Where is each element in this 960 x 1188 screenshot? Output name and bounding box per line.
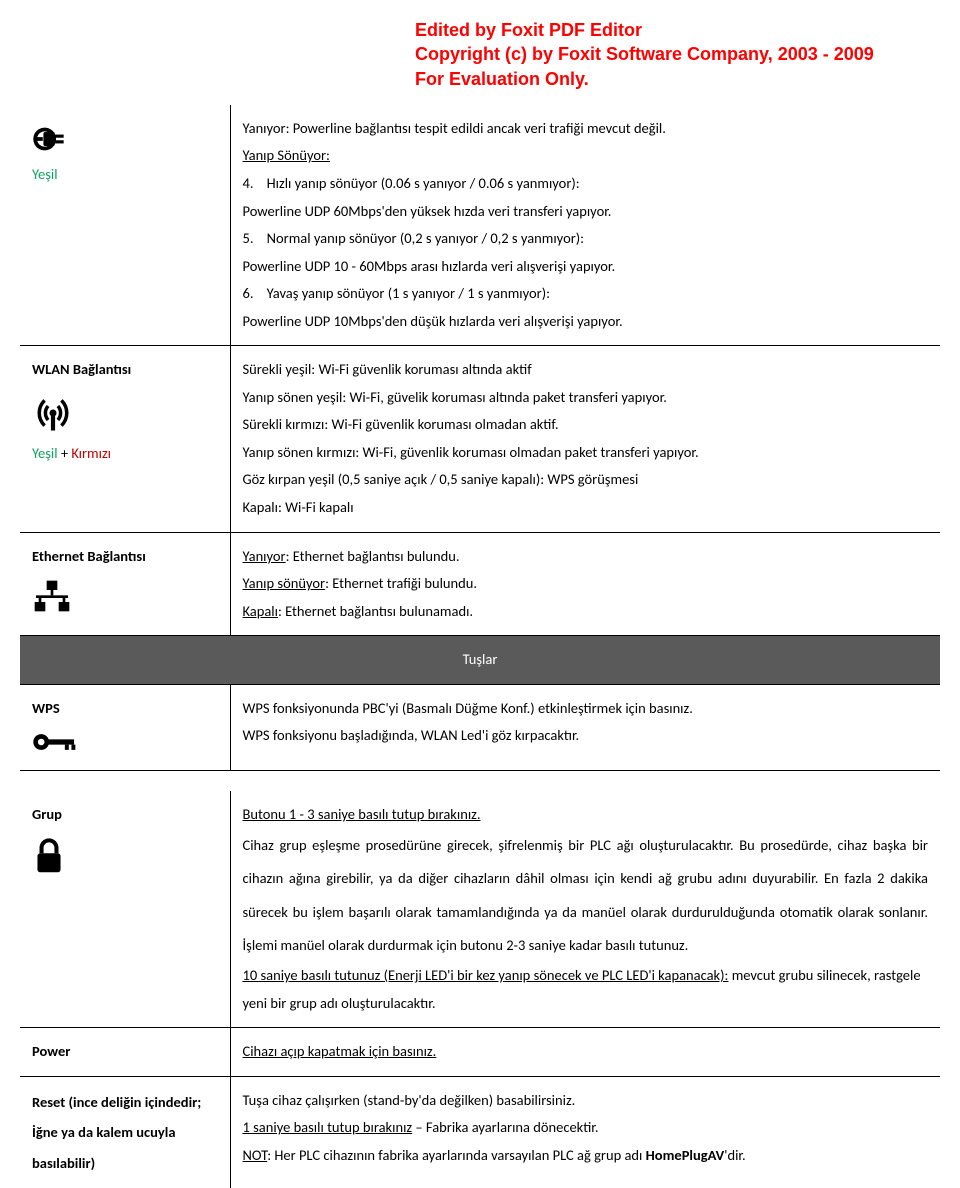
eth-r1: Yanıyor: Ethernet bağlantısı bulundu. — [243, 543, 929, 571]
eth-r2: Yanıp sönüyor: Ethernet trafiği bulundu. — [243, 570, 929, 598]
pl-text8: Powerline UDP 10Mbps'den düşük hızlarda … — [243, 308, 929, 336]
watermark-line3: For Evaluation Only. — [415, 67, 960, 91]
section-header-label: Tuşlar — [20, 636, 940, 685]
pl-text7: Yavaş yanıp sönüyor (1 s yanıyor / 1 s y… — [267, 284, 550, 302]
row-grup: Grup Butonu 1 - 3 saniye basılı tutup bı… — [20, 791, 940, 1028]
key-icon — [32, 730, 218, 754]
row-powerline: Yeşil Yanıyor: Powerline bağlantısı tesp… — [20, 105, 940, 346]
wlan-r6: Kapalı: Wi-Fi kapalı — [243, 494, 929, 522]
pl-num5: 5. — [243, 229, 254, 247]
pl-text6: Powerline UDP 10 - 60Mbps arası hızlarda… — [243, 253, 929, 281]
wlan-color-label: Yeşil + Kırmızı — [32, 440, 218, 468]
wlan-title: WLAN Bağlantısı — [32, 356, 218, 384]
pl-text3: Hızlı yanıp sönüyor (0.06 s yanıyor / 0.… — [267, 174, 580, 192]
wlan-r5: Göz kırpan yeşil (0,5 saniye açık / 0,5 … — [243, 466, 929, 494]
spacer — [20, 771, 940, 792]
wlan-r3: Sürekli kırmızı: Wi-Fi güvenlik koruması… — [243, 411, 929, 439]
watermark-line2: Copyright (c) by Foxit Software Company,… — [415, 42, 960, 66]
watermark-line1: Edited by Foxit PDF Editor — [415, 18, 960, 42]
reset-title: Reset (ince deliğin içindedir; İğne ya d… — [32, 1087, 218, 1178]
pl-num6: 6. — [243, 284, 254, 302]
wps-title: WPS — [32, 695, 218, 723]
row-reset: Reset (ince deliğin içindedir; İğne ya d… — [20, 1076, 940, 1188]
pl-text4: Powerline UDP 60Mbps'den yüksek hızda ve… — [243, 198, 929, 226]
label-yesil: Yeşil — [32, 161, 218, 189]
pl-text5: Normal yanıp sönüyor (0,2 s yanıyor / 0,… — [267, 229, 584, 247]
grup-r2: Cihaz grup eşleşme prosedürüne girecek, … — [243, 829, 929, 962]
grup-r1: Butonu 1 - 3 saniye basılı tutup bırakın… — [243, 805, 481, 823]
pl-text2: Yanıp Sönüyor: — [243, 146, 330, 164]
reset-r2: 1 saniye basılı tutup bırakınız – Fabrik… — [243, 1114, 929, 1142]
row-ethernet: Ethernet Bağlantısı Yanıyor: Ethernet ba… — [20, 532, 940, 636]
plug-icon — [32, 123, 218, 155]
row-wlan: WLAN Bağlantısı Yeşil + Kırmızı Sürekli … — [20, 346, 940, 532]
eth-title: Ethernet Bağlantısı — [32, 543, 218, 571]
pl-num4: 4. — [243, 174, 254, 192]
section-header-buttons: Tuşlar — [20, 636, 940, 685]
eth-r3: Kapalı: Ethernet bağlantısı bulunamadı. — [243, 598, 929, 626]
wlan-r2: Yanıp sönen yeşil: Wi-Fi, güvelik koruma… — [243, 384, 929, 412]
spec-table: Yeşil Yanıyor: Powerline bağlantısı tesp… — [20, 105, 940, 1188]
row-wps: WPS WPS fonksiyonunda PBC'yi (Basmalı Dü… — [20, 684, 940, 771]
power-title: Power — [32, 1038, 218, 1066]
wlan-r4: Yanıp sönen kırmızı: Wi-Fi, güvenlik kor… — [243, 439, 929, 467]
watermark: Edited by Foxit PDF Editor Copyright (c)… — [415, 18, 960, 91]
wifi-icon — [32, 392, 218, 434]
ethernet-icon — [32, 578, 218, 614]
wlan-r1: Sürekli yeşil: Wi-Fi güvenlik koruması a… — [243, 356, 929, 384]
grup-r3: 10 saniye basılı tutunuz (Enerji LED'i b… — [243, 962, 929, 1017]
row-power: Power Cihazı açıp kapatmak için basınız. — [20, 1028, 940, 1077]
reset-r1: Tuşa cihaz çalışırken (stand-by'da değil… — [243, 1087, 929, 1115]
wps-r2: WPS fonksiyonu başladığında, WLAN Led'i … — [243, 722, 929, 750]
pl-text1: Yanıyor: Powerline bağlantısı tespit edi… — [243, 115, 929, 143]
grup-title: Grup — [32, 801, 218, 829]
power-r1: Cihazı açıp kapatmak için basınız. — [243, 1042, 437, 1060]
wps-r1: WPS fonksiyonunda PBC'yi (Basmalı Düğme … — [243, 695, 929, 723]
lock-icon — [32, 837, 218, 875]
reset-r3: NOT: Her PLC cihazının fabrika ayarların… — [243, 1142, 929, 1170]
